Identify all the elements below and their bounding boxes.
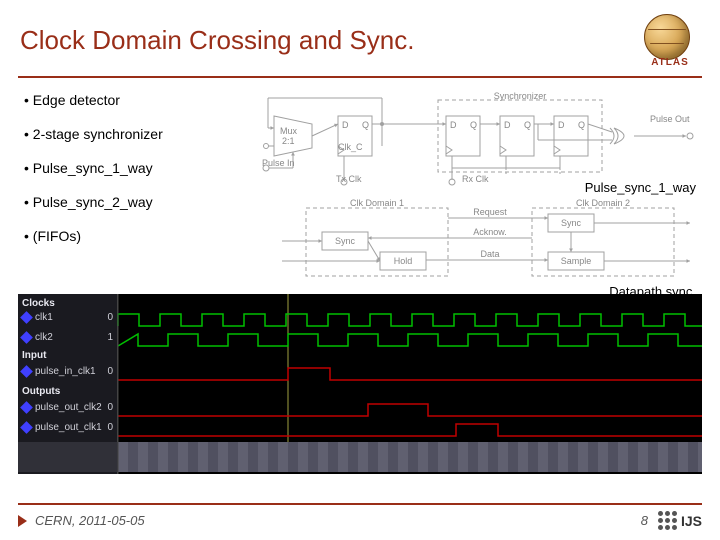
- footer-date: CERN, 2011-05-05: [35, 513, 145, 528]
- svg-text:D: D: [342, 120, 349, 130]
- svg-text:Clk_C: Clk_C: [338, 142, 363, 152]
- svg-text:2:1: 2:1: [282, 136, 295, 146]
- svg-text:Mux: Mux: [280, 126, 298, 136]
- svg-text:Q: Q: [362, 120, 369, 130]
- atlas-logo-label: ATLAS: [640, 57, 700, 68]
- atlas-logo: ATLAS: [640, 12, 700, 68]
- svg-text:Q: Q: [470, 120, 477, 130]
- bullet-item: Pulse_sync_1_way: [24, 160, 254, 176]
- page-number: 8: [641, 513, 648, 528]
- svg-text:Data: Data: [480, 249, 499, 259]
- diagram-column: Mux2:1 D Q D Q D Q D Q Synchronizer Pulse In Tx Clk…: [262, 92, 702, 282]
- diagram1-caption: Pulse_sync_1_way: [585, 180, 696, 195]
- slide-footer: CERN, 2011-05-05 8 IJS: [0, 497, 720, 540]
- bullet-item: Pulse_sync_2_way: [24, 194, 254, 210]
- svg-text:Sync: Sync: [561, 218, 582, 228]
- globe-icon: [644, 14, 690, 60]
- svg-text:Request: Request: [473, 207, 507, 217]
- content-area: Edge detector 2-stage synchronizer Pulse…: [0, 78, 720, 288]
- svg-text:Synchronizer: Synchronizer: [494, 92, 547, 101]
- svg-text:Sample: Sample: [561, 256, 592, 266]
- bullet-list: Edge detector 2-stage synchronizer Pulse…: [24, 92, 254, 282]
- slide-header: Clock Domain Crossing and Sync. ATLAS: [0, 0, 720, 76]
- ijs-label: IJS: [681, 513, 702, 529]
- svg-text:D: D: [450, 120, 457, 130]
- svg-text:D: D: [504, 120, 511, 130]
- bullet-item: (FIFOs): [24, 228, 254, 244]
- svg-text:Rx Clk: Rx Clk: [462, 174, 489, 184]
- waveform-viewer: Clocksclk10clk21Inputpulse_in_clk10Outpu…: [18, 294, 702, 474]
- svg-text:Acknow.: Acknow.: [473, 227, 507, 237]
- svg-text:Q: Q: [578, 120, 585, 130]
- svg-text:Pulse Out: Pulse Out: [650, 114, 690, 124]
- svg-text:Hold: Hold: [394, 256, 413, 266]
- footer-rule: [18, 503, 702, 505]
- bullet-item: Edge detector: [24, 92, 254, 108]
- datapath-sync-diagram: Clk Domain 1 Clk Domain 2 Sync Hold Sync Samp…: [262, 196, 702, 282]
- footer-left: CERN, 2011-05-05: [18, 513, 145, 528]
- svg-text:D: D: [558, 120, 565, 130]
- svg-text:Sync: Sync: [335, 236, 356, 246]
- bullet-item: 2-stage synchronizer: [24, 126, 254, 142]
- svg-text:Clk Domain 2: Clk Domain 2: [576, 198, 630, 208]
- slide-title: Clock Domain Crossing and Sync.: [20, 25, 415, 56]
- play-icon: [18, 515, 27, 527]
- dots-icon: [658, 511, 677, 530]
- pulse-sync-diagram: Mux2:1 D Q D Q D Q D Q Synchronizer Pulse In Tx Clk…: [262, 92, 702, 192]
- svg-text:Tx Clk: Tx Clk: [336, 174, 362, 184]
- ijs-logo: IJS: [658, 511, 702, 530]
- svg-text:Clk Domain 1: Clk Domain 1: [350, 198, 404, 208]
- svg-text:Q: Q: [524, 120, 531, 130]
- footer-right: 8 IJS: [641, 511, 702, 530]
- svg-text:Pulse In: Pulse In: [262, 158, 295, 168]
